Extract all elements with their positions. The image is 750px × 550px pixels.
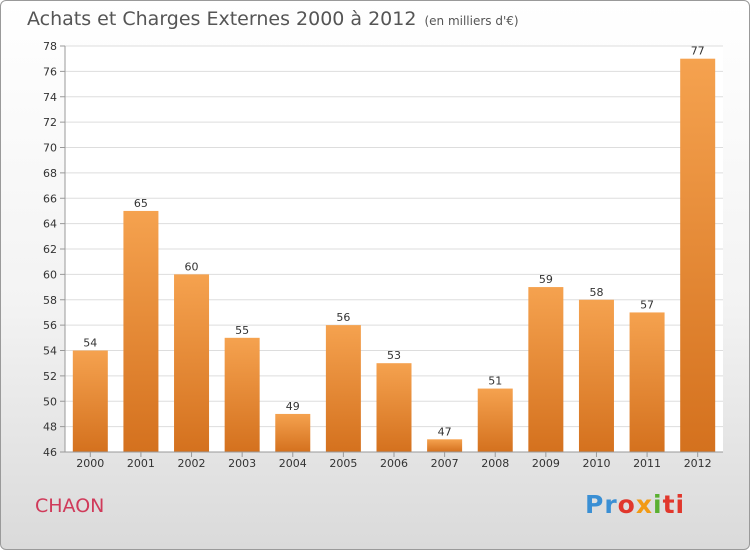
y-tick-label: 52 <box>43 370 57 383</box>
y-tick-label: 62 <box>43 243 57 256</box>
x-tick-label-2004: 2004 <box>279 457 307 470</box>
commune-name: CHAON <box>35 495 105 517</box>
bar-2012 <box>680 58 716 452</box>
y-tick-label: 60 <box>43 268 57 281</box>
x-tick-label-2001: 2001 <box>127 457 155 470</box>
x-tick-label-2008: 2008 <box>481 457 509 470</box>
y-tick-label: 46 <box>43 446 57 459</box>
y-tick-label: 48 <box>43 421 57 434</box>
x-tick-label-2009: 2009 <box>532 457 560 470</box>
bar-2006 <box>376 363 412 452</box>
data-label-2003: 55 <box>235 324 249 337</box>
data-label-2004: 49 <box>286 400 300 413</box>
y-tick-label: 54 <box>43 345 57 358</box>
bar-2008 <box>477 388 513 452</box>
y-tick-label: 68 <box>43 167 57 180</box>
bar-2000 <box>72 350 108 452</box>
y-tick-label: 50 <box>43 395 57 408</box>
bar-2009 <box>528 287 564 452</box>
data-label-2012: 77 <box>691 45 705 58</box>
x-tick-label-2005: 2005 <box>329 457 357 470</box>
y-tick-label: 64 <box>43 218 57 231</box>
data-label-2010: 58 <box>589 286 603 299</box>
x-tick-label-2003: 2003 <box>228 457 256 470</box>
y-tick-label: 78 <box>43 40 57 53</box>
bar-2001 <box>123 210 159 452</box>
y-axis-ticks: 46 48 50 52 54 56 58 60 62 64 66 68 70 72 74 76 78 <box>43 40 65 459</box>
bar-2007 <box>427 439 463 452</box>
y-tick-label: 56 <box>43 319 57 332</box>
y-tick-label: 74 <box>43 91 57 104</box>
x-tick-label-2006: 2006 <box>380 457 408 470</box>
x-tick-label-2012: 2012 <box>684 457 712 470</box>
y-tick-label: 76 <box>43 65 57 78</box>
bar-2011 <box>629 312 665 452</box>
chart-title-text: Achats et Charges Externes 2000 à 2012 <box>27 8 417 30</box>
data-label-2008: 51 <box>488 375 502 388</box>
data-label-2001: 65 <box>134 197 148 210</box>
data-label-2009: 59 <box>539 273 553 286</box>
bar-2005 <box>325 325 361 452</box>
x-tick-label-2000: 2000 <box>76 457 104 470</box>
x-tick-label-2007: 2007 <box>431 457 459 470</box>
x-tick-label-2011: 2011 <box>633 457 661 470</box>
bar-2002 <box>174 274 210 452</box>
y-tick-label: 66 <box>43 192 57 205</box>
bar-2004 <box>275 413 311 452</box>
chart-unit: (en milliers d'€) <box>424 14 519 28</box>
y-tick-label: 72 <box>43 116 57 129</box>
x-tick-label-2010: 2010 <box>582 457 610 470</box>
x-axis-ticks: 2000 2001 2002 2003 2004 2005 2006 2007 2008 2009… <box>76 452 712 470</box>
bar-2010 <box>578 299 614 452</box>
bar-2003 <box>224 337 260 452</box>
data-label-2007: 47 <box>438 425 452 438</box>
data-label-2006: 53 <box>387 349 401 362</box>
bars: 54 65 60 55 49 56 53 47 51 59 58 57 77 <box>72 45 716 452</box>
data-label-2000: 54 <box>83 337 97 350</box>
data-label-2002: 60 <box>185 260 199 273</box>
x-tick-label-2002: 2002 <box>178 457 206 470</box>
chart-title: Achats et Charges Externes 2000 à 2012 (e… <box>27 8 519 30</box>
proxiti-logo[interactable]: Proxiti <box>585 490 686 519</box>
data-label-2005: 56 <box>336 311 350 324</box>
data-label-2011: 57 <box>640 298 654 311</box>
y-tick-label: 58 <box>43 294 57 307</box>
y-tick-label: 70 <box>43 142 57 155</box>
